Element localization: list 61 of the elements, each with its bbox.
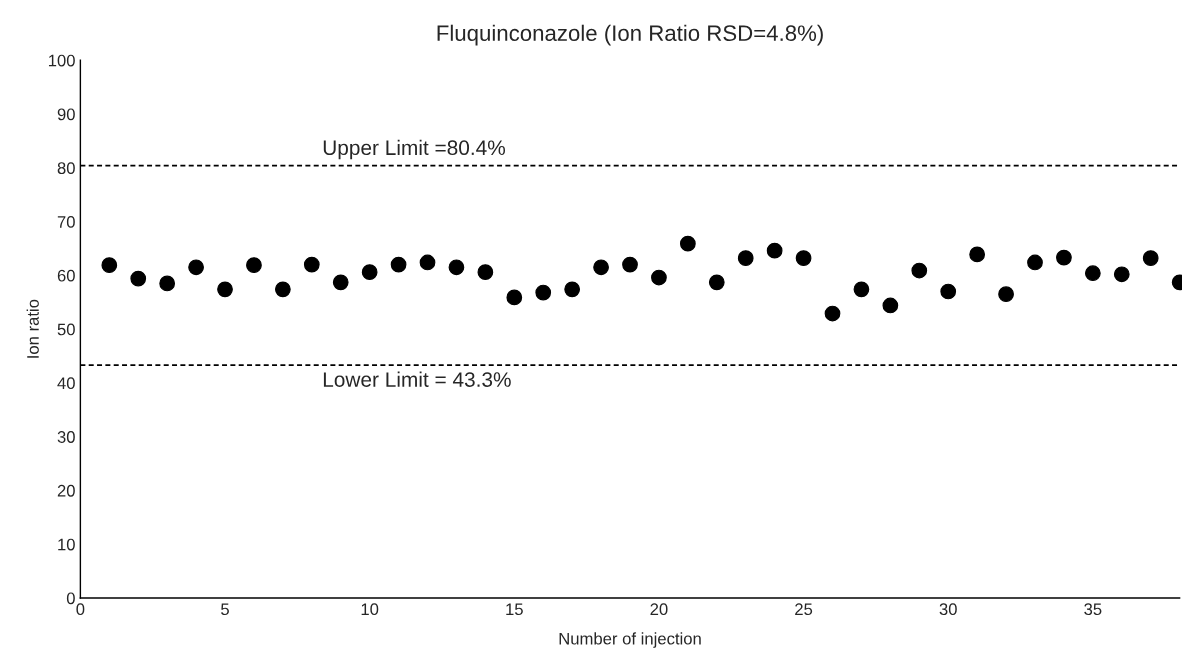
point	[130, 270, 147, 287]
point	[1084, 265, 1101, 282]
y-tick-label: 0	[66, 592, 75, 605]
point	[477, 264, 494, 281]
point	[188, 259, 204, 276]
y-tick-label: 80	[57, 162, 75, 175]
ref-line-label: Lower Limit = 43.3%	[323, 371, 511, 387]
point	[708, 274, 725, 291]
point	[303, 256, 320, 273]
point	[332, 274, 349, 291]
x-tick-label: 20	[650, 603, 668, 616]
point	[361, 264, 378, 281]
x-tick-label: 35	[1084, 603, 1102, 616]
x-tick-label: 0	[76, 603, 85, 616]
ref-line-label: Upper Limit =80.4%	[323, 139, 506, 160]
x-tick-label: 5	[221, 603, 229, 616]
x-axis-title: Number of injection	[559, 632, 701, 648]
x-tick-label: 25	[795, 603, 813, 616]
x-tick-label: 15	[506, 603, 523, 616]
point	[998, 286, 1014, 303]
point	[1113, 266, 1130, 283]
point	[1056, 249, 1072, 266]
point	[969, 246, 986, 263]
point	[275, 281, 291, 298]
point	[679, 235, 696, 252]
point	[853, 281, 870, 298]
point	[419, 254, 436, 271]
point	[217, 281, 233, 298]
y-axis-title: Ion ratio	[26, 299, 39, 358]
y-tick-label: 20	[57, 484, 75, 497]
point	[159, 275, 176, 292]
y-tick-label: 100	[48, 54, 75, 67]
chart-title: Fluquinconazole (Ion Ratio RSD=4.8%)	[437, 24, 823, 46]
y-tick-label: 60	[57, 269, 75, 282]
point	[506, 289, 523, 306]
point	[940, 283, 957, 300]
point	[911, 262, 928, 279]
x-tick-label: 30	[939, 603, 957, 616]
point	[795, 250, 812, 267]
point	[1027, 254, 1043, 271]
point	[882, 297, 899, 314]
y-tick-label: 30	[57, 431, 75, 443]
y-tick-label: 50	[57, 323, 75, 336]
y-tick-label: 70	[57, 215, 75, 228]
y-tick-label: 90	[57, 108, 75, 121]
point	[1142, 250, 1159, 267]
x-tick-label: 10	[361, 603, 379, 616]
point	[593, 259, 609, 276]
point	[535, 284, 552, 301]
point	[448, 259, 465, 276]
point	[737, 250, 754, 267]
point	[101, 257, 118, 274]
point	[622, 256, 638, 273]
y-tick-label: 40	[57, 377, 75, 390]
point	[390, 256, 407, 273]
y-tick-label: 10	[58, 538, 75, 551]
point	[651, 269, 667, 286]
point	[246, 257, 262, 274]
point	[564, 281, 581, 298]
point	[824, 305, 841, 322]
point	[766, 242, 783, 259]
